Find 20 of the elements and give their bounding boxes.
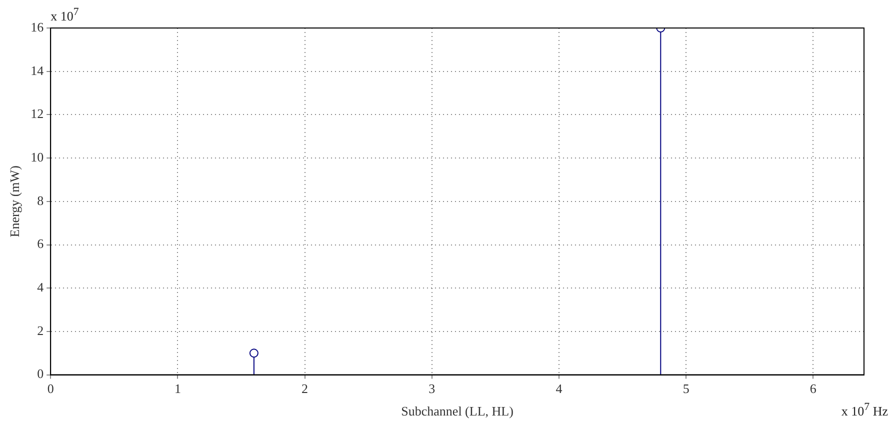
x-tick-label: 3 (428, 381, 436, 396)
y-tick-label: 6 (37, 236, 44, 252)
y-tick-label: 16 (30, 19, 44, 34)
x-tick-label: 0 (47, 381, 54, 396)
text: x 10$^{7}$ (50, 6, 79, 24)
x-tick-label: 5 (682, 381, 690, 396)
x-axis-title: Subchannel (LL, HL) (401, 404, 514, 419)
y-tick-label: 10 (30, 149, 44, 164)
y-tick-label: 0 (37, 366, 44, 382)
y-axis-title: Energy (mW) (7, 166, 22, 238)
y-tick-label: 12 (30, 106, 44, 122)
y-tick-label: 8 (37, 192, 44, 208)
x-tick-label: 6 (810, 381, 817, 396)
y-tick-label: 4 (37, 280, 44, 295)
x-tick-label: 2 (302, 381, 308, 396)
y-tick-label: 14 (30, 62, 44, 78)
x-tick-label: 1 (174, 381, 181, 396)
x-tick-label: 4 (556, 381, 563, 396)
text: x 10$^{7}$ Hz (841, 400, 888, 420)
y-tick-label: 2 (37, 322, 44, 338)
